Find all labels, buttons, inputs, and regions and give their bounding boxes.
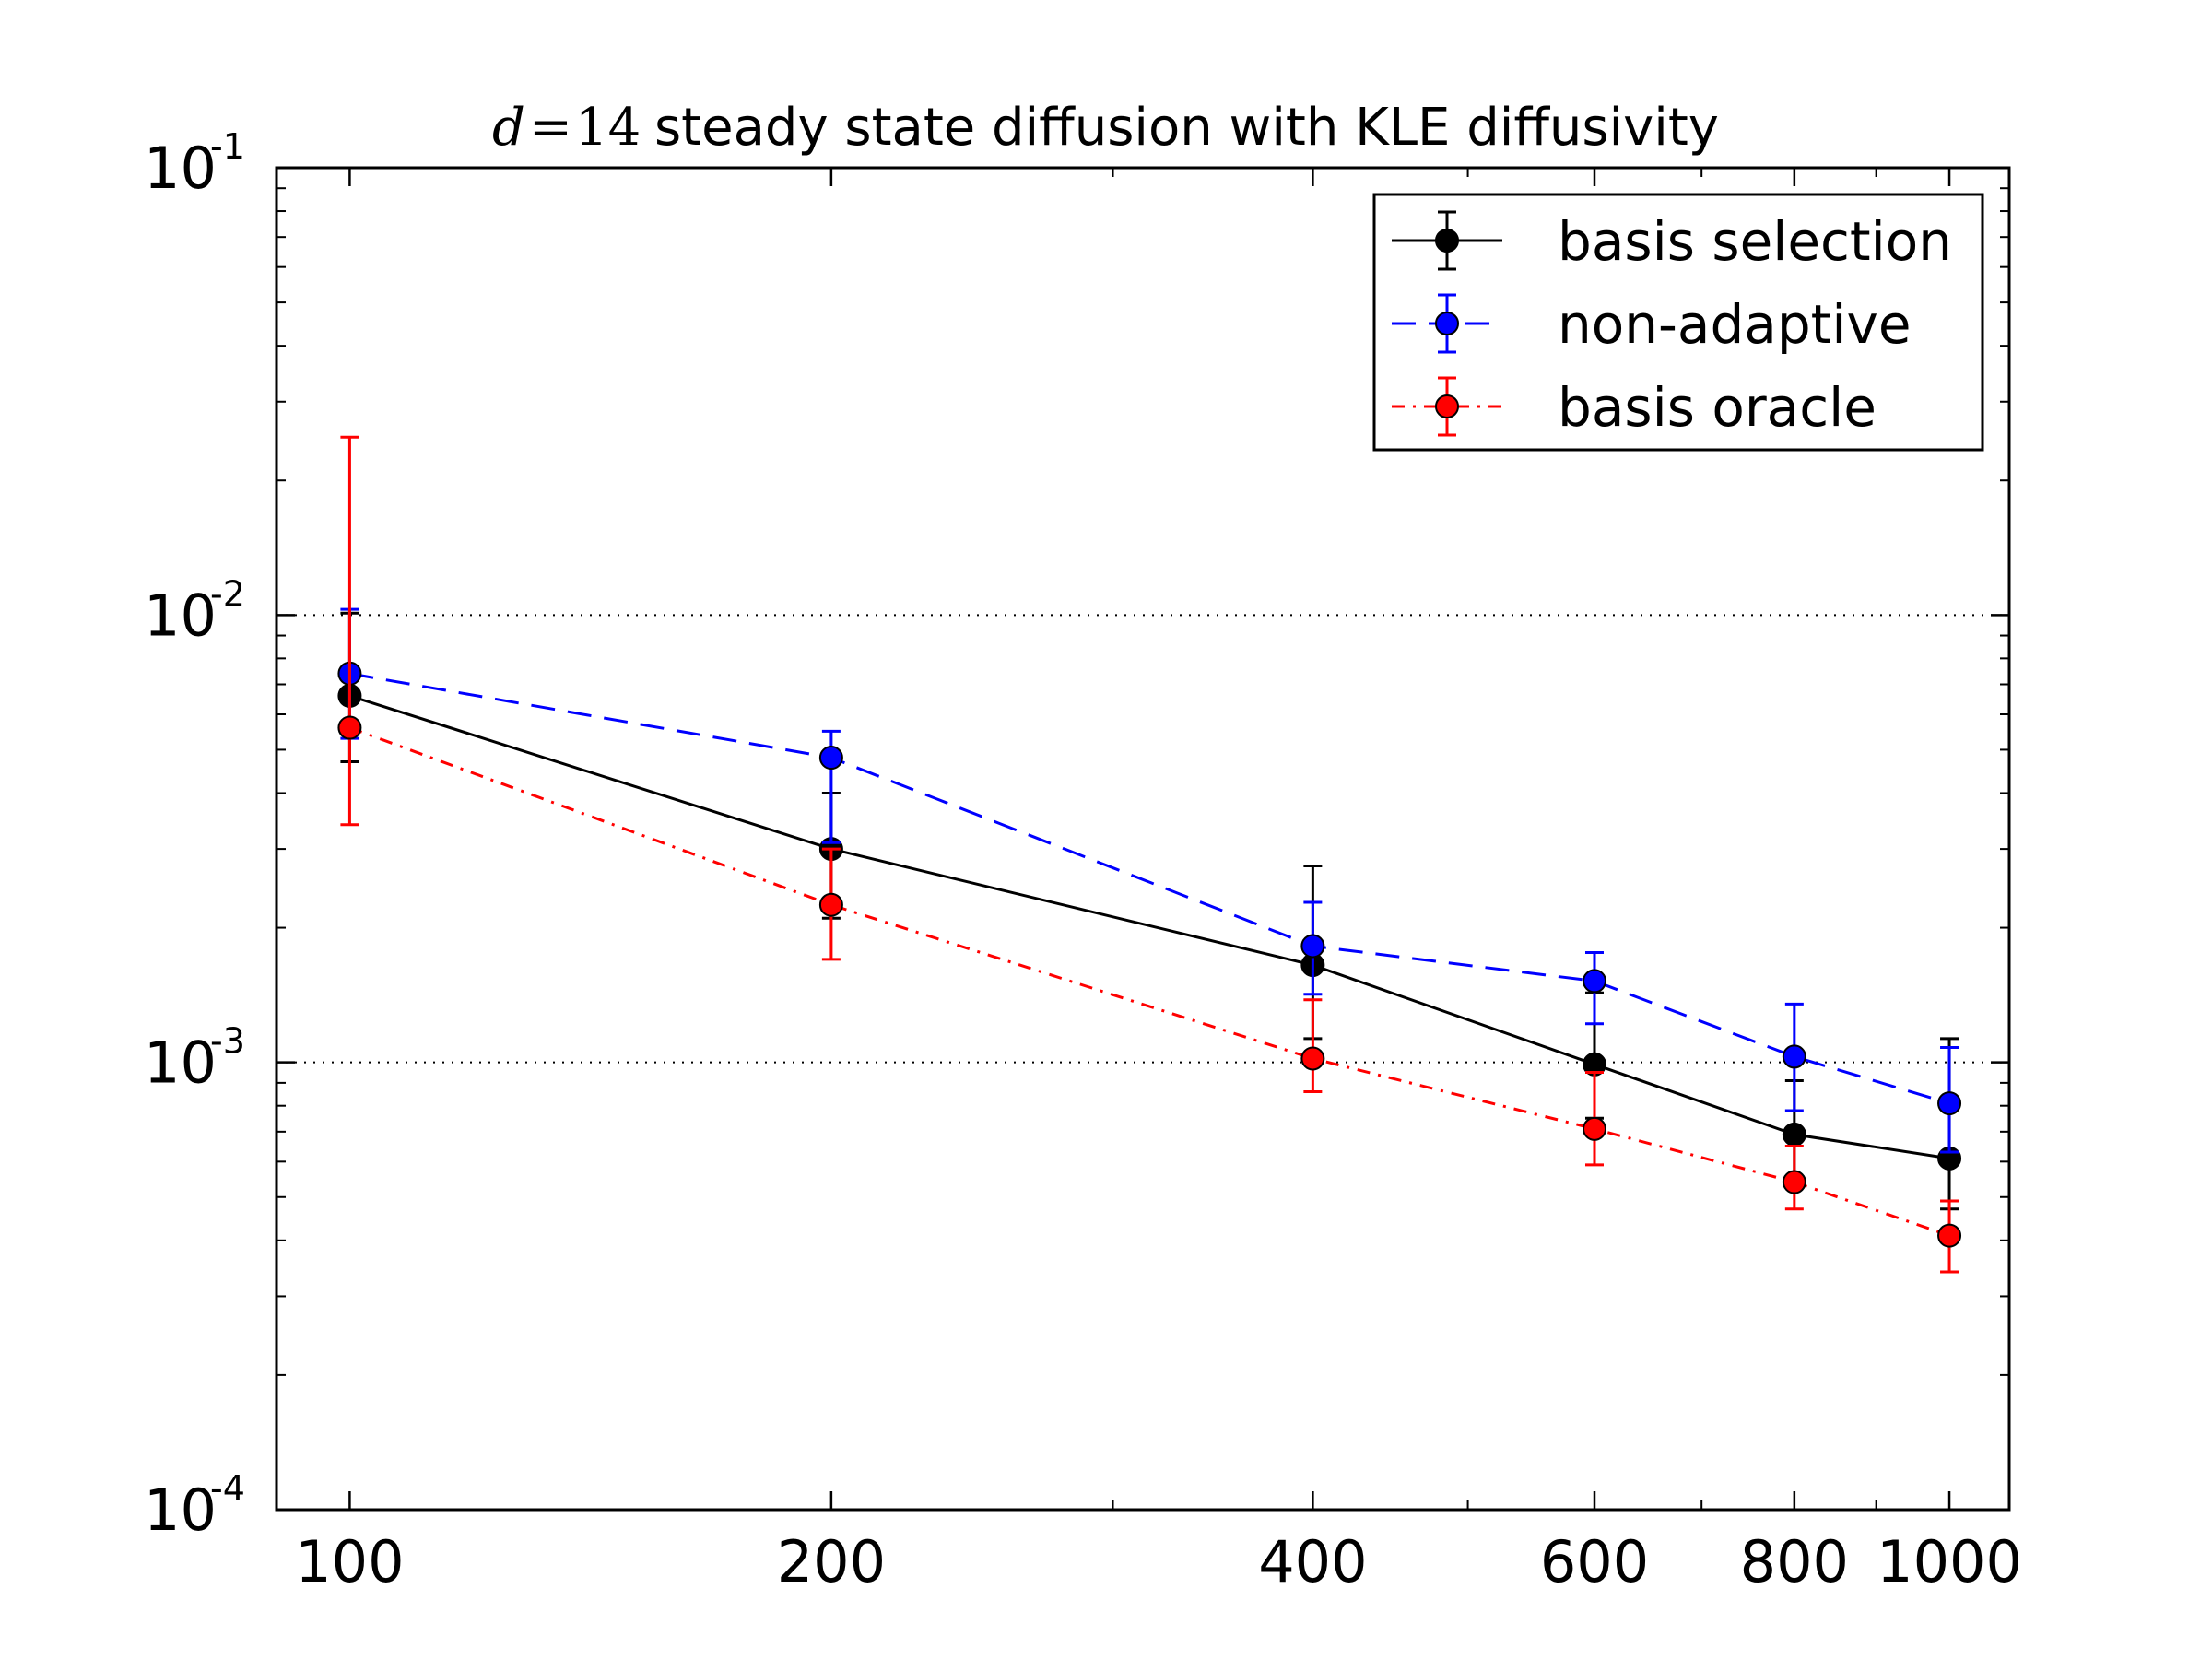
- y-axis-tick-labels: 10-410-310-210-1: [144, 126, 245, 1544]
- plot-frame: [275, 166, 2011, 1512]
- y-tick-label-exponent: -3: [210, 1021, 245, 1062]
- data-point: [1937, 1223, 1962, 1248]
- data-point: [818, 892, 843, 917]
- series-basis-oracle: [337, 435, 1962, 1274]
- legend: basis selection non-adaptive basis oracle: [1372, 193, 1984, 452]
- y-tick-label-exponent: -1: [210, 126, 245, 167]
- data-point: [1582, 1116, 1606, 1141]
- series-layer: [337, 435, 1962, 1274]
- legend-items: basis selection non-adaptive basis oracle: [1392, 210, 1952, 439]
- series-line: [348, 726, 1950, 1238]
- legend-item-basis-oracle: basis oracle: [1392, 376, 1877, 439]
- legend-label: non-adaptive: [1558, 293, 1912, 356]
- data-point: [1782, 1122, 1806, 1147]
- x-tick-label: 600: [1540, 1528, 1649, 1595]
- y-tick-label: 10: [144, 135, 217, 202]
- legend-item-basis-selection: basis selection: [1392, 210, 1952, 273]
- y-tick-label-exponent: -2: [210, 573, 245, 614]
- legend-swatch-marker: [1435, 312, 1459, 335]
- data-point: [1582, 969, 1606, 994]
- chart-title-math-d: d: [492, 98, 525, 158]
- data-point: [1300, 1046, 1325, 1071]
- x-tick-label: 200: [777, 1528, 886, 1595]
- data-point: [1782, 1044, 1806, 1069]
- chart-title: steady state diffusion with KLE diffusiv…: [654, 98, 1719, 158]
- x-tick-label: 800: [1740, 1528, 1849, 1595]
- y-tick-label: 10: [144, 1477, 217, 1544]
- data-point: [337, 715, 362, 740]
- y-tick-label: 10: [144, 582, 217, 649]
- x-tick-label: 100: [295, 1528, 404, 1595]
- legend-label: basis selection: [1558, 210, 1952, 273]
- chart-title-math-value: 14: [575, 98, 641, 158]
- grid-layer: [276, 614, 2009, 1064]
- data-point: [1300, 934, 1325, 959]
- y-tick-label-exponent: -4: [210, 1468, 245, 1509]
- y-tick-label: 10: [144, 1030, 217, 1097]
- series-line: [349, 672, 1950, 1105]
- legend-item-non-adaptive: non-adaptive: [1392, 293, 1912, 356]
- legend-swatch-marker: [1435, 394, 1459, 418]
- chart-title-math-equals: =: [529, 98, 572, 158]
- data-point: [1782, 1170, 1806, 1194]
- minor-ticks-layer: [276, 168, 2009, 1510]
- legend-swatch-marker: [1435, 229, 1459, 253]
- x-tick-label: 1000: [1877, 1528, 2022, 1595]
- x-axis-tick-labels: 100 200 400 600 800 1000: [295, 1528, 2022, 1595]
- data-point: [818, 746, 843, 771]
- x-tick-label: 400: [1258, 1528, 1367, 1595]
- data-point: [1937, 1091, 1962, 1116]
- series-line: [348, 694, 1950, 1160]
- legend-label: basis oracle: [1558, 376, 1877, 439]
